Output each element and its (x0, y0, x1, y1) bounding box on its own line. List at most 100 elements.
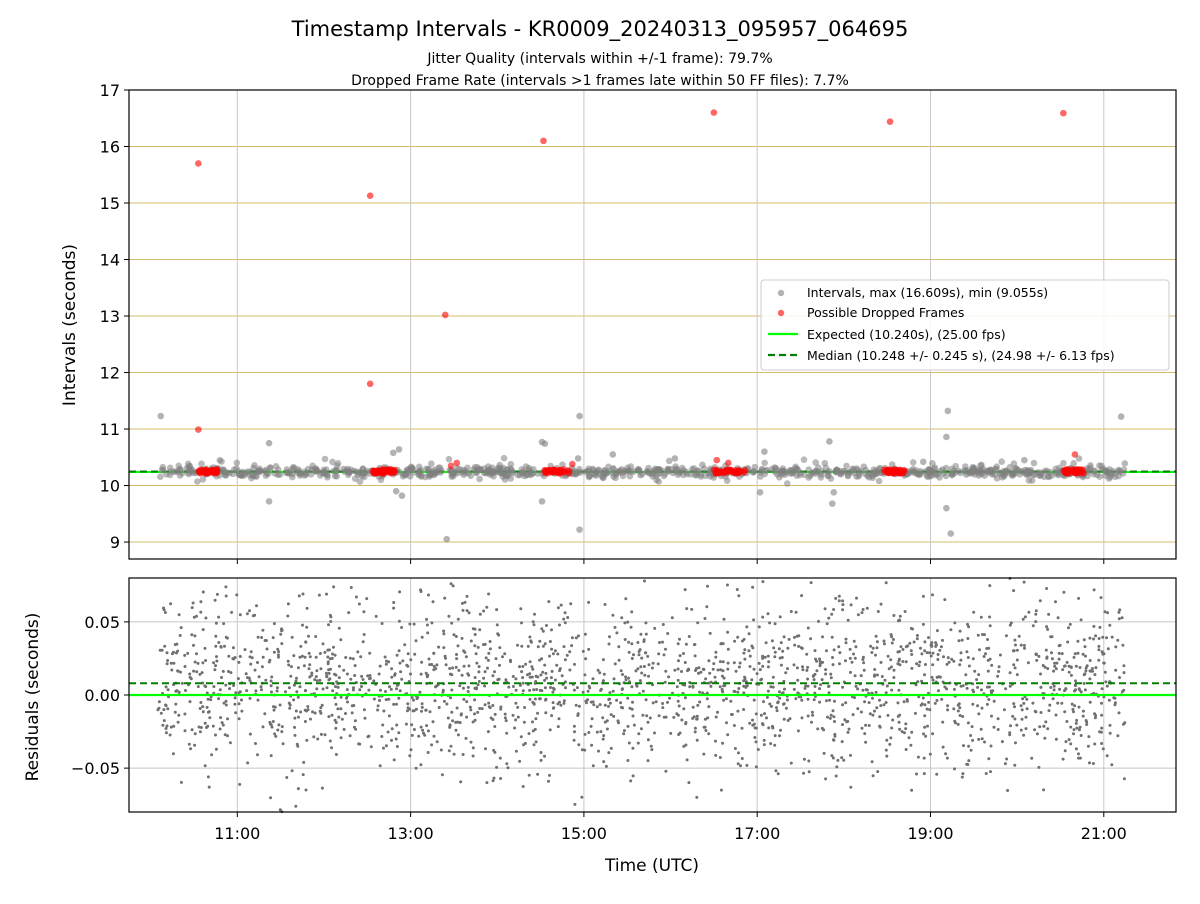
residual-point (677, 642, 680, 645)
residual-point (227, 655, 230, 658)
residual-point (851, 661, 854, 664)
residual-point (885, 739, 888, 742)
residual-point (773, 744, 776, 747)
interval-point (1034, 469, 1041, 476)
residual-point (989, 658, 992, 661)
residual-point (299, 711, 302, 714)
residual-point (293, 717, 296, 720)
residual-point (421, 636, 424, 639)
residual-point (904, 722, 907, 725)
residual-point (217, 616, 220, 619)
residual-point (849, 754, 852, 757)
residual-point (824, 668, 827, 671)
residual-point (562, 618, 565, 621)
interval-point (724, 477, 731, 484)
residual-point (395, 724, 398, 727)
residual-point (238, 783, 241, 786)
residual-point (640, 657, 643, 660)
residual-point (1114, 703, 1117, 706)
interval-point (335, 460, 342, 467)
residual-point (761, 616, 764, 619)
residual-point (1042, 697, 1045, 700)
residual-point (292, 698, 295, 701)
residual-point (807, 760, 810, 763)
residual-point (1064, 687, 1067, 690)
residual-point (566, 654, 569, 657)
residual-point (189, 747, 192, 750)
residual-point (1011, 715, 1014, 718)
residual-point (983, 741, 986, 744)
interval-point (1121, 466, 1128, 473)
residual-point (199, 730, 202, 733)
residual-point (999, 654, 1002, 657)
residual-point (1048, 704, 1051, 707)
residual-point (962, 744, 965, 747)
residual-point (338, 665, 341, 668)
residual-point (864, 724, 867, 727)
residual-point (936, 629, 939, 632)
interval-point (761, 460, 768, 467)
residual-point (186, 652, 189, 655)
residual-point (566, 616, 569, 619)
residual-point (473, 698, 476, 701)
residual-point (824, 673, 827, 676)
residual-point (612, 715, 615, 718)
residual-point (457, 669, 460, 672)
residual-point (1118, 676, 1121, 679)
interval-point (1070, 460, 1077, 467)
residual-point (408, 623, 411, 626)
residual-point (644, 651, 647, 654)
residual-point (280, 730, 283, 733)
residual-point (571, 636, 574, 639)
residual-point (899, 615, 902, 618)
residual-point (399, 662, 402, 665)
residual-point (512, 685, 515, 688)
residual-point (405, 723, 408, 726)
residual-point (224, 684, 227, 687)
residual-point (986, 638, 989, 641)
residual-point (375, 615, 378, 618)
residual-point (726, 631, 729, 634)
residual-point (909, 744, 912, 747)
residual-point (971, 725, 974, 728)
bottom-ytick-label: 0.00 (84, 686, 120, 705)
residual-point (774, 734, 777, 737)
residual-point (206, 706, 209, 709)
residual-point (1100, 596, 1103, 599)
interval-outlier-point (945, 408, 952, 415)
residual-point (325, 593, 328, 596)
residual-point (961, 776, 964, 779)
residual-point (1022, 702, 1025, 705)
residual-point (692, 686, 695, 689)
residual-point (164, 611, 167, 614)
residual-point (739, 764, 742, 767)
residual-point (240, 710, 243, 713)
residual-point (1006, 789, 1009, 792)
residual-point (849, 671, 852, 674)
residual-point (830, 754, 833, 757)
residual-point (693, 643, 696, 646)
residual-point (966, 687, 969, 690)
residual-point (349, 734, 352, 737)
residual-point (927, 701, 930, 704)
residual-point (774, 651, 777, 654)
residual-point (861, 727, 864, 730)
residual-point (1075, 727, 1078, 730)
residual-point (455, 729, 458, 732)
residual-point (1123, 777, 1126, 780)
interval-point (489, 469, 496, 476)
residual-point (936, 676, 939, 679)
interval-point (1087, 462, 1094, 469)
residual-point (784, 671, 787, 674)
residual-point (637, 732, 640, 735)
residual-point (1082, 653, 1085, 656)
residual-point (395, 738, 398, 741)
residual-point (1084, 655, 1087, 658)
interval-point (408, 464, 415, 471)
residual-point (639, 665, 642, 668)
residual-point (319, 652, 322, 655)
residual-point (225, 595, 228, 598)
interval-point (284, 466, 291, 473)
residual-point (630, 610, 633, 613)
residual-point (1038, 725, 1041, 728)
